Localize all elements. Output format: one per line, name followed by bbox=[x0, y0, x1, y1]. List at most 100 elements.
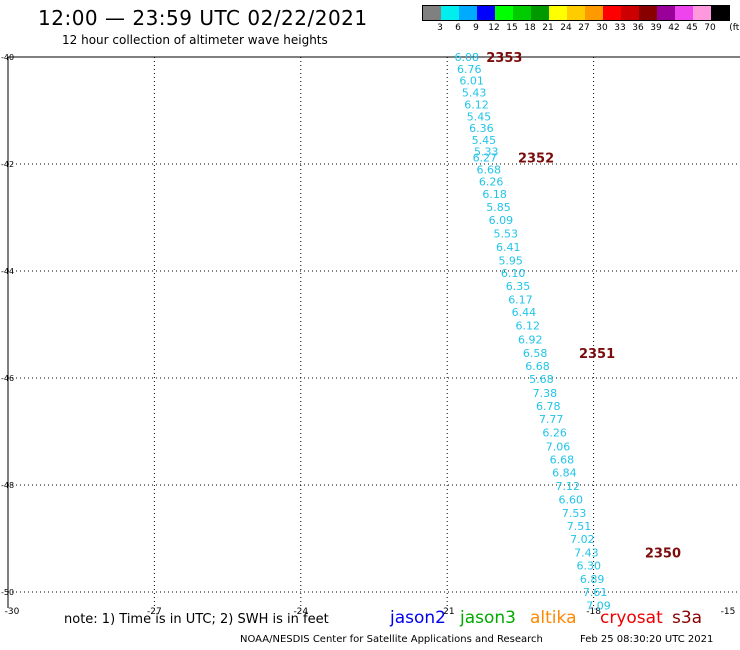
wave-height-value: 7.09 bbox=[586, 599, 611, 612]
legend-label: 18 bbox=[524, 23, 536, 33]
wave-height-value: 6.60 bbox=[558, 493, 583, 506]
legend-swatch bbox=[513, 6, 531, 20]
satellite-jason2-label: jason2 bbox=[390, 608, 446, 628]
lat-tick-label: -50 bbox=[1, 588, 14, 597]
wave-height-value: 7.02 bbox=[570, 533, 595, 546]
satellite-s3a-label: s3a bbox=[672, 608, 703, 628]
wave-height-value: 5.85 bbox=[486, 201, 511, 214]
wave-height-value: 6.26 bbox=[479, 176, 504, 189]
legend-swatch bbox=[549, 6, 567, 20]
legend-label: 27 bbox=[578, 23, 590, 33]
lon-tick-label: -27 bbox=[147, 607, 162, 617]
wave-height-value: 7.51 bbox=[567, 520, 592, 533]
wave-height-value: 6.12 bbox=[516, 320, 541, 333]
legend-swatch bbox=[711, 6, 729, 20]
lat-tick-label: -44 bbox=[1, 267, 14, 276]
lat-tick-label: -40 bbox=[1, 53, 14, 62]
wave-height-value: 7.43 bbox=[574, 546, 599, 559]
lat-tick-label: -48 bbox=[1, 481, 14, 490]
wave-height-value: 6.89 bbox=[580, 573, 605, 586]
wave-height-value: 6.68 bbox=[550, 453, 575, 466]
map-subtitle: 12 hour collection of altimeter wave hei… bbox=[62, 33, 328, 47]
wave-height-value: 5.68 bbox=[529, 373, 554, 386]
lat-tick-label: -42 bbox=[1, 160, 14, 169]
legend-label: 36 bbox=[632, 23, 644, 33]
legend-swatch bbox=[441, 6, 459, 20]
legend-label: 45 bbox=[686, 23, 698, 33]
legend-swatch bbox=[567, 6, 585, 20]
wave-height-value: 5.43 bbox=[462, 86, 487, 99]
legend-swatch bbox=[693, 6, 711, 20]
pass-time-label: 2350 bbox=[645, 546, 681, 561]
wave-height-value: 6.84 bbox=[552, 467, 577, 480]
lon-tick-label: -15 bbox=[721, 607, 736, 617]
lat-tick-label: -46 bbox=[1, 374, 14, 383]
wave-height-value: 6.76 bbox=[457, 63, 482, 76]
wave-height-value: 7.06 bbox=[546, 440, 571, 453]
wave-height-value: 6.17 bbox=[508, 293, 533, 306]
wave-height-value: 6.26 bbox=[542, 427, 567, 440]
wave-height-value: 6.92 bbox=[518, 333, 543, 346]
wave-height-value: 6.36 bbox=[469, 122, 494, 135]
lon-tick-label: -18 bbox=[586, 607, 601, 617]
legend-label: 15 bbox=[506, 23, 518, 33]
lon-tick-label: -30 bbox=[5, 607, 20, 617]
legend-swatch bbox=[639, 6, 657, 20]
legend-label: 33 bbox=[614, 23, 626, 33]
wave-height-value: 5.53 bbox=[494, 228, 519, 241]
legend-label: 24 bbox=[560, 23, 572, 33]
legend-label: 39 bbox=[650, 23, 662, 33]
legend-swatch bbox=[585, 6, 603, 20]
wave-height-value: 6.09 bbox=[489, 214, 514, 227]
wave-height-labels: 6.086.766.015.436.125.456.365.455.336.27… bbox=[455, 51, 611, 612]
pass-time-label: 2351 bbox=[579, 347, 615, 362]
footer-note: note: 1) Time is in UTC; 2) SWH is in fe… bbox=[64, 612, 329, 627]
wave-height-value: 7.12 bbox=[556, 480, 581, 493]
wave-height-value: 6.68 bbox=[525, 360, 550, 373]
legend-swatch bbox=[459, 6, 477, 20]
wave-height-value: 7.61 bbox=[583, 586, 608, 599]
legend-swatch bbox=[531, 6, 549, 20]
wave-height-value: 5.95 bbox=[498, 254, 523, 267]
wave-height-value: 6.10 bbox=[501, 267, 526, 280]
wave-height-value: 6.18 bbox=[482, 188, 507, 201]
credit-text: NOAA/NESDIS Center for Satellite Applica… bbox=[240, 634, 543, 645]
legend-swatch bbox=[495, 6, 513, 20]
axis-tick-labels: -40 -42 -44 -46 -48 -50 -30 -27 -24 -21 -18 -15 bbox=[1, 53, 735, 617]
lon-tick-label: -21 bbox=[440, 607, 455, 617]
satellite-cryosat-label: cryosat bbox=[600, 608, 663, 628]
wave-height-value: 6.35 bbox=[506, 280, 531, 293]
legend-label: 6 bbox=[455, 23, 461, 33]
wave-height-value: 6.41 bbox=[496, 241, 521, 254]
legend-swatch bbox=[621, 6, 639, 20]
wave-height-value: 5.45 bbox=[467, 110, 492, 123]
legend-label: 30 bbox=[596, 23, 608, 33]
lon-tick-label: -24 bbox=[293, 607, 308, 617]
satellite-altika-label: altika bbox=[530, 608, 577, 628]
legend-label: 3 bbox=[437, 23, 443, 33]
pass-time-label: 2352 bbox=[518, 152, 554, 167]
legend-swatch bbox=[657, 6, 675, 20]
legend-label: 21 bbox=[542, 23, 554, 33]
legend-color-bar bbox=[422, 5, 730, 21]
wave-height-value: 5.33 bbox=[474, 146, 499, 159]
legend-swatch bbox=[477, 6, 495, 20]
wave-height-value: 6.27 bbox=[473, 152, 498, 165]
wave-height-value: 7.53 bbox=[562, 507, 587, 520]
lat-lon-grid bbox=[7, 56, 740, 608]
wave-height-value: 5.45 bbox=[472, 134, 497, 147]
generation-timestamp: Feb 25 08:30:20 UTC 2021 bbox=[580, 634, 714, 645]
legend-label: 42 bbox=[668, 23, 680, 33]
legend-swatch bbox=[675, 6, 693, 20]
wave-height-value: 6.78 bbox=[536, 400, 561, 413]
wave-height-value: 6.68 bbox=[476, 163, 501, 176]
legend-label: 12 bbox=[488, 23, 500, 33]
pass-time-labels: 2353 2352 2351 2350 bbox=[486, 51, 681, 561]
wave-height-value: 6.01 bbox=[459, 75, 484, 88]
map-title: 12:00 — 23:59 UTC 02/22/2021 bbox=[38, 6, 368, 30]
wave-height-value: 6.12 bbox=[464, 99, 489, 112]
legend-swatch bbox=[603, 6, 621, 20]
